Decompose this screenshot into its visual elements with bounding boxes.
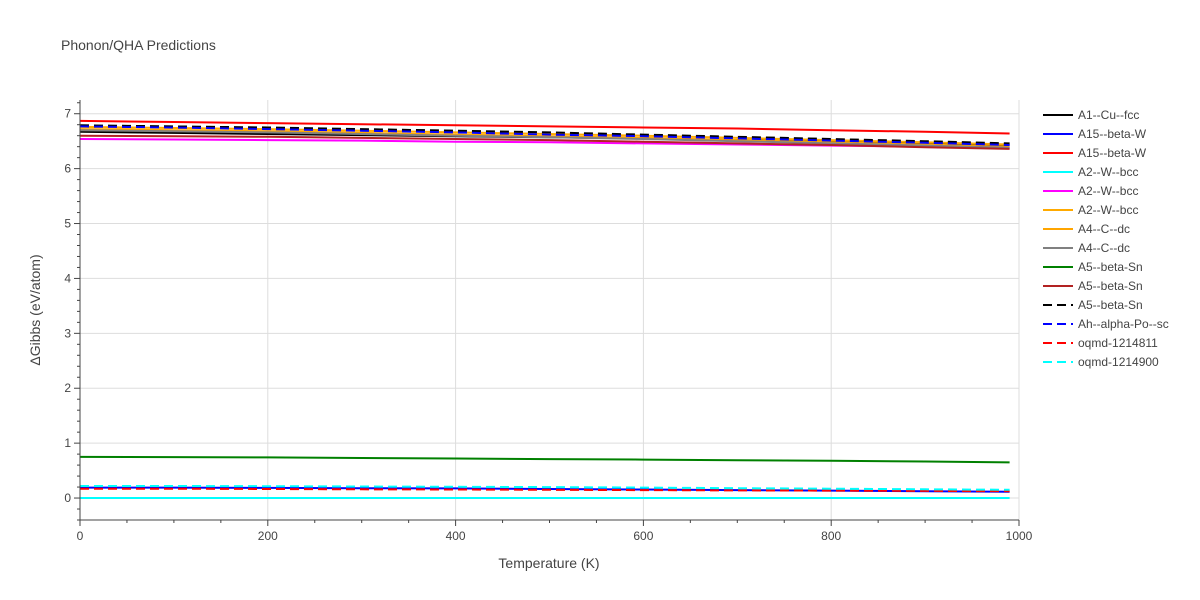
- series-line: [79, 129, 1010, 149]
- series-line: [79, 128, 1010, 148]
- legend-label: Ah--alpha-Po--sc: [1078, 317, 1169, 331]
- y-axis-title: ΔGibbs (eV/atom): [27, 254, 43, 365]
- y-tick-label: 1: [64, 436, 71, 450]
- legend-label: A5--beta-Sn: [1078, 260, 1143, 274]
- series-lines: [79, 119, 1010, 499]
- y-tick-label: 7: [64, 107, 71, 121]
- y-tick-label: 6: [64, 162, 71, 176]
- series-line: [79, 134, 1010, 150]
- legend-label: A1--Cu--fcc: [1078, 108, 1139, 122]
- x-tick-label: 400: [446, 529, 466, 543]
- legend-label: A15--beta-W: [1078, 146, 1147, 160]
- y-tick-label: 3: [64, 326, 71, 340]
- series-line: [79, 125, 1010, 146]
- axes: 0 200 400 600 800 1000 0 1 2 3 4 5 6 7: [64, 100, 1033, 543]
- legend-label: A15--beta-W: [1078, 127, 1147, 141]
- series-line: [79, 119, 1010, 135]
- y-tick-label: 2: [64, 381, 71, 395]
- x-axis-title: Temperature (K): [498, 555, 599, 571]
- x-tick-label: 0: [77, 529, 84, 543]
- legend-label: A5--beta-Sn: [1078, 298, 1143, 312]
- series-line: [79, 124, 1010, 145]
- legend-label: A2--W--bcc: [1078, 184, 1138, 198]
- legend-label: A2--W--bcc: [1078, 203, 1138, 217]
- legend-label: oqmd-1214811: [1078, 336, 1158, 350]
- x-tick-label: 600: [633, 529, 653, 543]
- legend-label: oqmd-1214900: [1078, 355, 1159, 369]
- x-tick-label: 800: [821, 529, 841, 543]
- legend-label: A2--W--bcc: [1078, 165, 1138, 179]
- x-tick-label: 1000: [1006, 529, 1033, 543]
- legend-label: A4--C--dc: [1078, 222, 1130, 236]
- legend: A1--Cu--fcc A15--beta-W A15--beta-W A2--W--…: [1043, 108, 1169, 369]
- x-tick-label: 200: [258, 529, 278, 543]
- series-line: [79, 455, 1010, 464]
- y-tick-label: 4: [64, 271, 71, 285]
- series-line: [80, 487, 1010, 493]
- y-tick-label: 5: [64, 217, 71, 231]
- chart-title: Phonon/QHA Predictions: [61, 37, 216, 53]
- series-line: [80, 485, 1010, 491]
- y-tick-label: 0: [64, 491, 71, 505]
- legend-label: A4--C--dc: [1078, 241, 1130, 255]
- legend-label: A5--beta-Sn: [1078, 279, 1143, 293]
